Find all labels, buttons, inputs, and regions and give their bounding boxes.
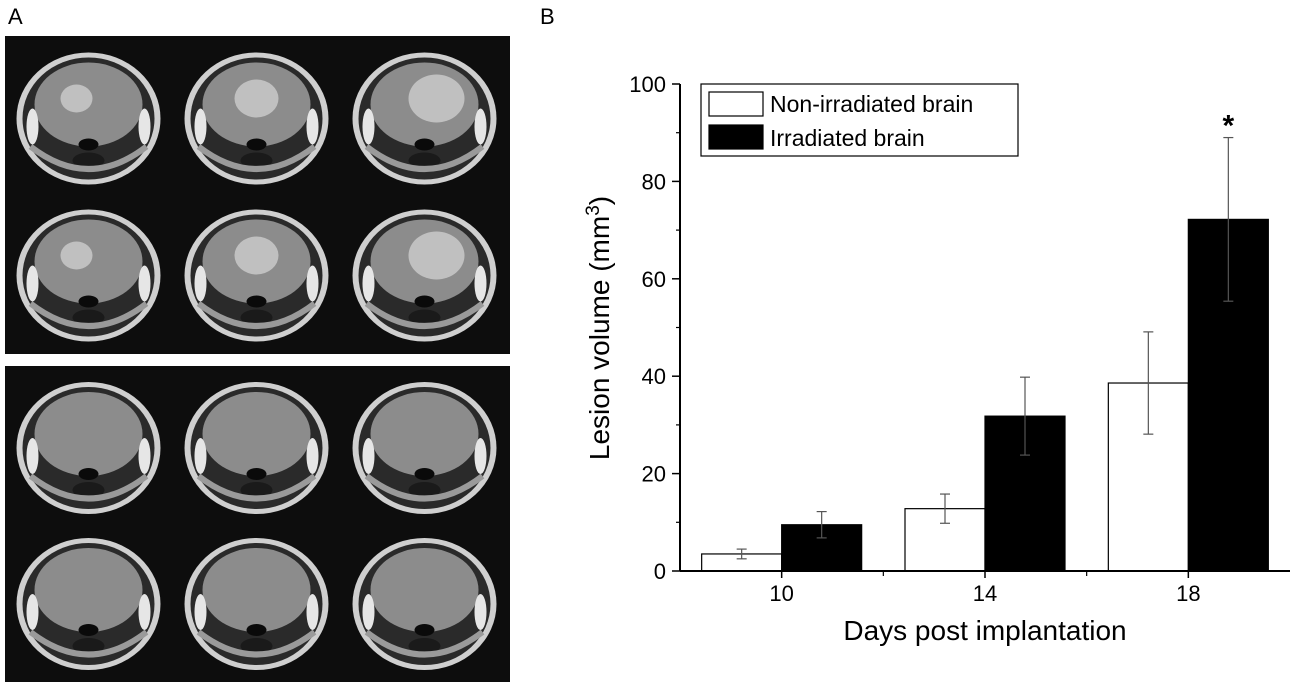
y-tick-label: 60 bbox=[642, 267, 666, 292]
legend-swatch-non-irradiated bbox=[708, 91, 764, 117]
significance-marker: * bbox=[1222, 110, 1234, 143]
x-tick-label: 18 bbox=[1176, 581, 1200, 606]
error-bar-irradiated-10 bbox=[816, 510, 827, 539]
legend-swatch-irradiated bbox=[708, 124, 764, 150]
y-tick-label: 0 bbox=[654, 559, 666, 584]
mri-scan-image bbox=[352, 209, 497, 342]
y-tick-label: 20 bbox=[642, 462, 666, 487]
error-bar-non-irradiated-10 bbox=[736, 548, 747, 560]
mri-scan-image bbox=[16, 52, 161, 185]
x-tick-label: 14 bbox=[973, 581, 997, 606]
error-bar-irradiated-14 bbox=[1020, 376, 1030, 456]
legend-label-irradiated: Irradiated brain bbox=[770, 125, 925, 151]
mri-scan-image bbox=[16, 538, 161, 670]
panel-a-label: A bbox=[8, 4, 23, 29]
mri-scan-image bbox=[16, 382, 161, 514]
mri-image-panel bbox=[5, 36, 510, 682]
error-bar-non-irradiated-18 bbox=[1143, 331, 1154, 435]
mri-scan-image bbox=[16, 209, 161, 342]
mri-scan-image bbox=[184, 538, 329, 670]
x-axis-title: Days post implantation bbox=[843, 615, 1126, 646]
error-bar-irradiated-18 bbox=[1223, 136, 1234, 302]
y-tick-label: 80 bbox=[642, 169, 666, 194]
x-tick-label: 10 bbox=[769, 581, 793, 606]
mri-scan-image bbox=[352, 382, 497, 514]
legend: Non-irradiated brain Irradiated brain bbox=[700, 83, 1019, 157]
mri-scan-image bbox=[184, 209, 329, 342]
y-tick-label: 100 bbox=[629, 72, 666, 97]
mri-scan-image bbox=[184, 52, 329, 185]
y-axis-title: Lesion volume (mm3) bbox=[583, 196, 616, 460]
y-tick-label: 40 bbox=[642, 364, 666, 389]
error-bar-non-irradiated-14 bbox=[940, 493, 950, 524]
panel-b-label: B bbox=[540, 4, 555, 29]
mri-scan-image bbox=[352, 538, 497, 670]
mri-scan-image bbox=[352, 52, 497, 185]
legend-label-non-irradiated: Non-irradiated brain bbox=[770, 91, 973, 117]
mri-scan-image bbox=[184, 382, 329, 514]
